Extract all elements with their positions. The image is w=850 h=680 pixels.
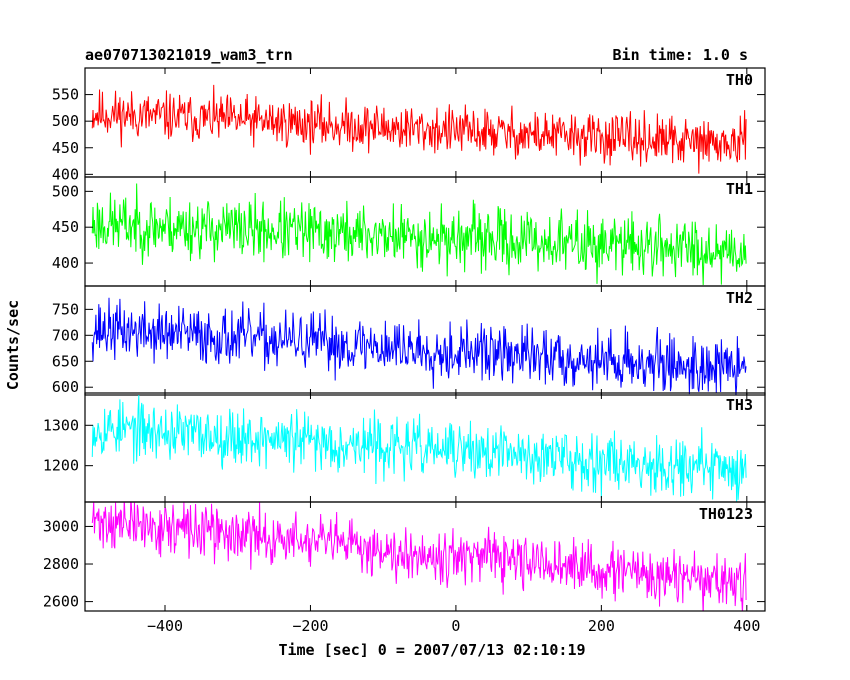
x-axis: −400 −200 0 200 400 bbox=[147, 617, 760, 635]
series-th1-line bbox=[91, 183, 747, 286]
x-tick-label: 200 bbox=[588, 617, 615, 635]
panel-name-label: TH0123 bbox=[699, 505, 753, 523]
x-tick-label: 400 bbox=[733, 617, 760, 635]
series-th0123-line bbox=[91, 502, 747, 611]
panel-frame bbox=[84, 285, 766, 396]
bin-time-label: Bin time: 1.0 s bbox=[613, 46, 748, 64]
x-tick-label: −200 bbox=[292, 617, 328, 635]
y-tick-label: 400 bbox=[52, 254, 79, 272]
y-tick-label: 550 bbox=[52, 86, 79, 104]
y-tick-label: 1200 bbox=[43, 457, 79, 475]
y-tick-label: 3000 bbox=[43, 517, 79, 535]
panel-name-label: TH1 bbox=[726, 180, 753, 198]
x-axis-label: Time [sec] 0 = 2007/07/13 02:10:19 bbox=[278, 641, 585, 659]
x-tick-label: −400 bbox=[147, 617, 183, 635]
y-tick-label: 500 bbox=[52, 182, 79, 200]
series-th0-line bbox=[91, 84, 747, 174]
panel-frame bbox=[84, 392, 766, 503]
y-tick-label: 650 bbox=[52, 352, 79, 370]
panel-name-label: TH3 bbox=[726, 396, 753, 414]
y-tick-label: 400 bbox=[52, 165, 79, 183]
panel-name-label: TH2 bbox=[726, 289, 753, 307]
y-tick-label: 700 bbox=[52, 326, 79, 344]
panel-th1: 400 450 500 TH1 bbox=[52, 176, 766, 287]
y-tick-label: 500 bbox=[52, 112, 79, 130]
chart-title: ae070713021019_wam3_trn bbox=[85, 46, 293, 64]
panel-th3: 1200 1300 TH3 bbox=[43, 392, 766, 503]
y-tick-label: 450 bbox=[52, 218, 79, 236]
y-tick-label: 750 bbox=[52, 300, 79, 318]
panel-frame bbox=[84, 501, 766, 612]
panel-name-label: TH0 bbox=[726, 71, 753, 89]
panel-th0: 400 450 500 550 TH0 bbox=[52, 67, 766, 183]
y-tick-label: 2600 bbox=[43, 593, 79, 611]
y-tick-label: 1300 bbox=[43, 416, 79, 434]
y-tick-label: 450 bbox=[52, 139, 79, 157]
x-tick-label: 0 bbox=[451, 617, 460, 635]
y-tick-label: 600 bbox=[52, 378, 79, 396]
series-th2-line bbox=[91, 297, 747, 395]
y-axis-label: Counts/sec bbox=[4, 300, 22, 390]
panel-th2: 600 650 700 750 TH2 bbox=[52, 285, 766, 396]
series-th3-line bbox=[91, 395, 747, 502]
panel-th0123: 2600 2800 3000 TH0123 bbox=[43, 501, 766, 612]
panels-group: 400 450 500 550 TH0 400 450 500 TH1 600 650 700 750 T… bbox=[43, 67, 766, 612]
y-tick-label: 2800 bbox=[43, 555, 79, 573]
